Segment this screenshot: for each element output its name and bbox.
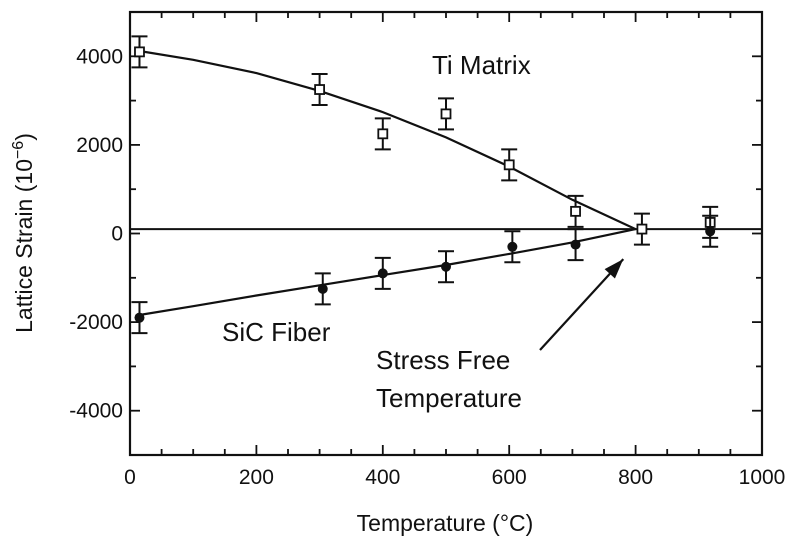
x-tick-label: 400 [365, 466, 400, 489]
ti-matrix-fit-curve [136, 49, 637, 231]
data-points [131, 35, 719, 335]
x-tick-label: 200 [239, 466, 274, 489]
x-tick-label: 800 [618, 466, 653, 489]
y-axis-title-close: ) [11, 133, 37, 141]
sic-fiber-point [134, 312, 145, 323]
sic-fiber-point [317, 283, 328, 294]
ti-matrix-point [440, 108, 452, 120]
x-axis-title: Temperature (°C) [357, 510, 534, 536]
ti-matrix-point [377, 128, 389, 140]
ti-matrix-point [570, 205, 581, 217]
y-tick-label: -4000 [69, 400, 123, 423]
annotation-sic-fiber: SiC Fiber [222, 317, 331, 347]
stress-free-arrow-shaft [539, 258, 625, 351]
ti-matrix-point [134, 46, 145, 58]
sic-fiber-point [570, 239, 581, 250]
ti-matrix-point [636, 223, 648, 235]
y-axis-title-main: Lattice Strain (10 [11, 159, 37, 333]
y-tick-label: 2000 [76, 134, 123, 157]
sic-fiber-point [441, 261, 451, 272]
x-tick-label: 600 [492, 466, 527, 489]
sic-fiber-point [377, 268, 388, 279]
annotation-stress-free-line2: Temperature [376, 383, 522, 413]
y-tick-label: 0 [111, 223, 123, 246]
stress-free-arrow-head [604, 259, 624, 279]
sic-fiber-point [507, 241, 518, 252]
fit-curves [130, 49, 762, 351]
y-axis-title: Lattice Strain (10−6) [10, 133, 37, 333]
ti-matrix-point [503, 159, 515, 171]
annotation-ti-matrix: Ti Matrix [432, 50, 531, 80]
sic-fiber-point [705, 226, 716, 237]
y-tick-label: -2000 [69, 311, 123, 334]
annotation-stress-free-line1: Stress Free [376, 345, 510, 375]
y-tick-label: 4000 [76, 45, 123, 68]
x-tick-label: 1000 [739, 466, 786, 489]
axes: 0 200 400 600 800 1000 4000 2000 0 -2000 -4000 [69, 10, 786, 489]
ti-matrix-point [314, 84, 326, 95]
y-axis-title-exponent: −6 [10, 141, 27, 159]
x-tick-label: 0 [124, 466, 136, 489]
